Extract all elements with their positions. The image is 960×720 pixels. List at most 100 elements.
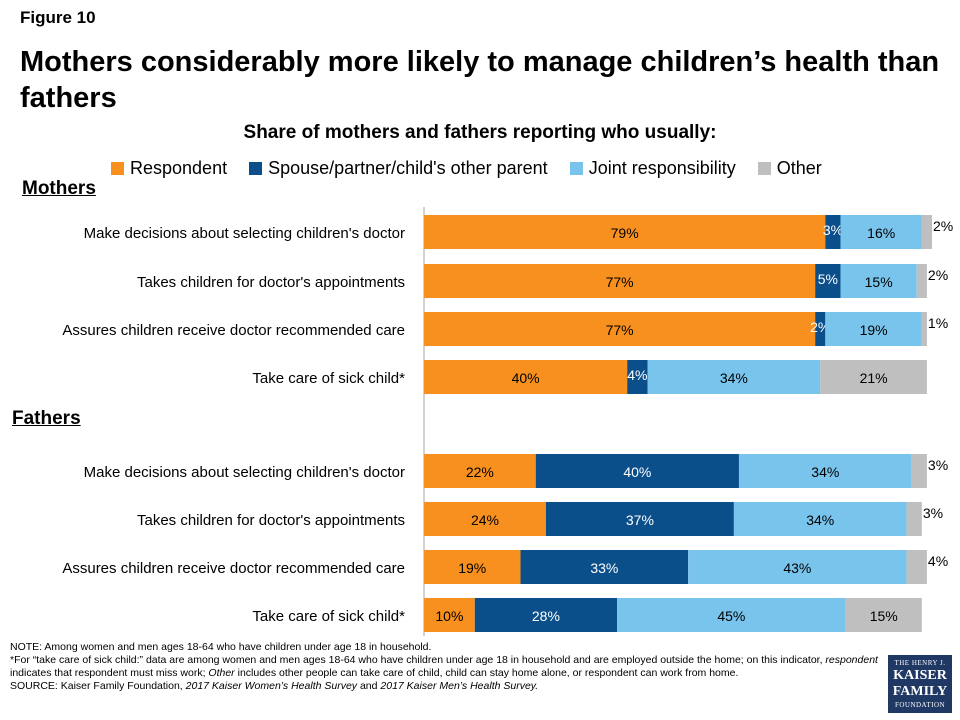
data-label-spouse: 28% (532, 608, 560, 624)
data-label-respondent: 77% (606, 322, 634, 338)
chart-legend: Respondent Spouse/partner/child's other … (111, 156, 844, 180)
data-label-other: 2% (933, 218, 953, 234)
data-label-joint: 19% (860, 322, 888, 338)
legend-swatch-spouse (249, 161, 263, 175)
data-label-joint: 45% (717, 608, 745, 624)
legend-item-spouse: Spouse/partner/child's other parent (249, 158, 548, 179)
bar-segment-spouse (815, 264, 841, 298)
data-label-spouse: 37% (626, 512, 654, 528)
data-label-respondent: 77% (606, 274, 634, 290)
bar-segment-spouse (535, 454, 739, 488)
bar-segment-respondent (424, 598, 475, 632)
data-label-spouse: 3% (823, 222, 843, 238)
data-label-other: 4% (928, 553, 948, 569)
data-label-spouse: 4% (627, 367, 647, 383)
category-label: Take care of sick child* (252, 608, 405, 625)
legend-label-respondent: Respondent (130, 157, 228, 178)
bar-segment-respondent (424, 312, 816, 346)
logo-line2: KAISER (893, 668, 947, 683)
category-label: Make decisions about selecting children'… (84, 225, 405, 242)
category-label: Assures children receive doctor recommen… (62, 322, 405, 339)
bar-segment-other (906, 502, 922, 536)
category-label: Takes children for doctor's appointments (137, 512, 405, 529)
data-label-other: 15% (870, 608, 898, 624)
bar-segment-respondent (424, 454, 536, 488)
data-label-spouse: 33% (590, 560, 618, 576)
bar-segment-other (906, 550, 927, 584)
legend-label-other: Other (776, 157, 822, 178)
bar-segment-respondent (424, 215, 826, 249)
footnote-part1: *For “take care of sick child:” data are… (10, 654, 826, 666)
bar-segment-other (921, 215, 932, 249)
footnote: *For “take care of sick child:” data are… (10, 654, 880, 680)
data-label-other: 3% (928, 457, 948, 473)
bar-segment-joint (617, 598, 846, 632)
logo-line4: FOUNDATION (894, 701, 946, 709)
data-label-other: 1% (928, 315, 948, 331)
data-label-joint: 34% (806, 512, 834, 528)
category-label: Takes children for doctor's appointments (137, 274, 405, 291)
footnote-part2: indicates that respondent must miss work… (10, 667, 209, 679)
legend-item-other: Other (757, 157, 822, 179)
legend-item-respondent: Respondent (111, 158, 227, 179)
bar-segment-respondent (424, 550, 521, 584)
bar-segment-spouse (474, 598, 618, 632)
category-label: Take care of sick child* (252, 370, 405, 387)
notes: NOTE: Among women and men ages 18-64 who… (10, 641, 880, 693)
note-text: NOTE: Among women and men ages 18-64 who… (10, 641, 432, 653)
bar-segment-respondent (424, 502, 546, 536)
data-label-respondent: 24% (471, 512, 499, 528)
category-label: Assures children receive doctor recommen… (62, 560, 405, 577)
bar-segment-other (916, 264, 927, 298)
data-label-respondent: 79% (611, 225, 639, 241)
chart-subtitle: Share of mothers and fathers reporting w… (243, 122, 717, 143)
bar-segment-other (911, 454, 927, 488)
data-label-spouse: 5% (818, 271, 838, 287)
data-label-spouse: 2% (810, 319, 830, 335)
data-label-respondent: 19% (458, 560, 486, 576)
logo-line3: FAMILY (892, 684, 948, 699)
stacked-bar-chart: Make decisions about selecting children'… (62, 207, 953, 636)
bar-segment-spouse (815, 312, 826, 346)
bar-segment-joint (733, 502, 907, 536)
source-survey1: 2017 Kaiser Women’s Health Survey (185, 680, 358, 692)
source-part1: SOURCE: Kaiser Family Foundation, (10, 680, 186, 692)
legend-label-joint: Joint responsibility (588, 157, 736, 178)
bar-segment-joint (688, 550, 907, 584)
source-text: SOURCE: Kaiser Family Foundation, 2017 K… (10, 680, 880, 693)
legend-item-joint: Joint responsibility (569, 157, 736, 179)
bar-segment-respondent (424, 360, 628, 394)
data-label-respondent: 40% (512, 370, 540, 386)
category-label: Make decisions about selecting children'… (84, 464, 405, 481)
data-label-other: 3% (923, 505, 943, 521)
bar-segment-respondent (424, 264, 816, 298)
footnote-other: Other (208, 667, 235, 679)
kff-logo: THE HENRY J. KAISER FAMILY FOUNDATION (888, 655, 952, 713)
bar-segment-spouse (520, 550, 689, 584)
data-label-joint: 16% (867, 225, 895, 241)
legend-label-spouse: Spouse/partner/child's other parent (268, 157, 548, 178)
data-label-respondent: 22% (466, 464, 494, 480)
data-label-respondent: 10% (435, 608, 463, 624)
group-label-mothers: Mothers (22, 178, 96, 199)
bar-segment-other (845, 598, 922, 632)
figure-label: Figure 10 (20, 8, 96, 27)
bar-segment-joint (840, 264, 917, 298)
bar-segment-joint (840, 215, 922, 249)
bar-segment-joint (825, 312, 922, 346)
data-label-joint: 15% (865, 274, 893, 290)
data-label-joint: 43% (783, 560, 811, 576)
bar-segment-spouse (825, 215, 841, 249)
data-label-joint: 34% (720, 370, 748, 386)
bar-segment-spouse (627, 360, 648, 394)
chart-title: Mothers considerably more likely to mana… (20, 46, 940, 114)
bar-segment-other (921, 312, 927, 346)
legend-swatch-respondent (111, 161, 124, 175)
source-and: and (357, 680, 381, 692)
logo-line1: THE HENRY J. (894, 659, 946, 667)
bar-segment-other (820, 360, 927, 394)
footnote-respondent: respondent (825, 654, 878, 666)
group-label-fathers: Fathers (12, 408, 81, 429)
bar-segment-spouse (545, 502, 734, 536)
legend-swatch-other (757, 161, 771, 175)
